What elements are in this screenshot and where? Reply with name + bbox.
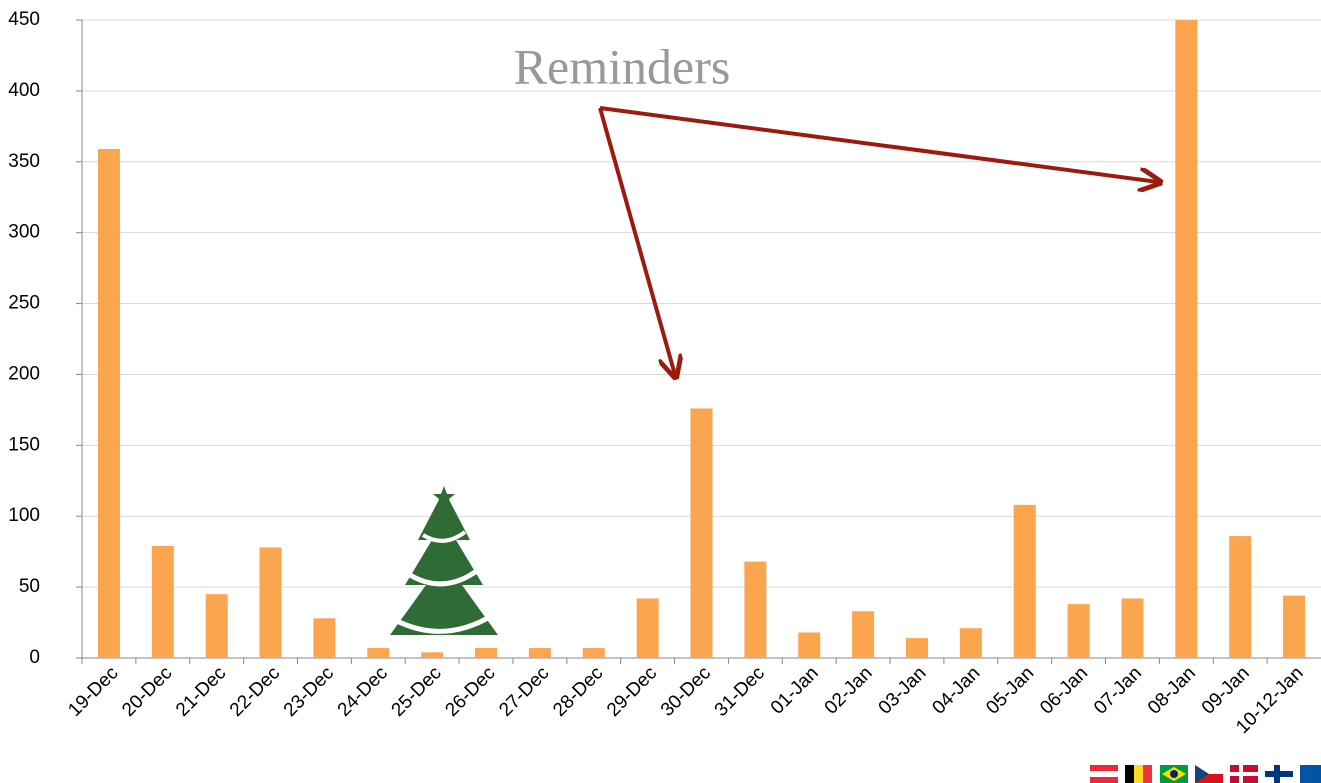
bar bbox=[582, 648, 605, 658]
x-tick-label: 07-Jan bbox=[1090, 663, 1146, 719]
x-tick-label: 05-Jan bbox=[982, 663, 1038, 719]
bar bbox=[1067, 604, 1090, 658]
bar bbox=[151, 545, 174, 658]
flags bbox=[1090, 765, 1321, 783]
bar bbox=[205, 594, 228, 658]
bar bbox=[313, 618, 336, 658]
y-tick-label: 50 bbox=[19, 576, 40, 597]
bar bbox=[1175, 20, 1198, 658]
bar bbox=[367, 648, 390, 658]
annotation: Reminders bbox=[514, 38, 731, 94]
bar bbox=[475, 648, 498, 658]
y-tick-label: 450 bbox=[8, 9, 40, 30]
bar bbox=[421, 652, 444, 658]
bar bbox=[1013, 504, 1036, 658]
x-tick-label: 27-Dec bbox=[495, 663, 553, 721]
bar bbox=[1283, 595, 1306, 658]
x-tick-label: 25-Dec bbox=[388, 663, 446, 721]
x-tick-label: 31-Dec bbox=[711, 663, 769, 721]
arrow bbox=[599, 106, 1158, 182]
x-tick-label: 21-Dec bbox=[172, 663, 230, 721]
bar bbox=[798, 632, 821, 658]
x-tick-label: 26-Dec bbox=[441, 663, 499, 721]
bar bbox=[259, 547, 282, 658]
x-tick-label: 02-Jan bbox=[821, 663, 877, 719]
x-tick-label: 30-Dec bbox=[657, 663, 715, 721]
y-tick-label: 0 bbox=[29, 647, 40, 668]
x-tick-label: 06-Jan bbox=[1036, 663, 1092, 719]
arrow bbox=[598, 107, 675, 375]
x-tick-label: 23-Dec bbox=[280, 663, 338, 721]
y-tick-label: 100 bbox=[8, 505, 40, 526]
y-tick-label: 150 bbox=[8, 434, 40, 455]
x-tick-label: 20-Dec bbox=[118, 663, 176, 721]
x-tick-label: 01-Jan bbox=[767, 663, 823, 719]
x-tick-label: 24-Dec bbox=[334, 663, 392, 721]
bar bbox=[852, 611, 875, 658]
x-tick-label: 29-Dec bbox=[603, 663, 661, 721]
y-tick-label: 300 bbox=[8, 222, 40, 243]
x-tick-label: 19-Dec bbox=[64, 663, 122, 721]
y-tick-label: 200 bbox=[8, 363, 40, 384]
bar bbox=[1229, 536, 1252, 658]
x-tick-label: 03-Jan bbox=[875, 663, 931, 719]
bar bbox=[959, 628, 982, 658]
bars bbox=[97, 20, 1306, 659]
y-tick-label: 400 bbox=[8, 80, 40, 101]
x-tick-label: 04-Jan bbox=[928, 663, 984, 719]
bar bbox=[905, 638, 928, 658]
x-tick-label: 08-Jan bbox=[1144, 663, 1200, 719]
bar bbox=[636, 598, 659, 658]
bar bbox=[690, 408, 713, 658]
x-tick-label: 28-Dec bbox=[549, 663, 607, 721]
x-tick-label: 22-Dec bbox=[226, 663, 284, 721]
y-tick-label: 250 bbox=[8, 293, 40, 314]
bar bbox=[97, 149, 120, 659]
bar bbox=[744, 561, 767, 658]
bar bbox=[528, 648, 551, 658]
y-tick-label: 350 bbox=[8, 151, 40, 172]
bar bbox=[1121, 598, 1144, 658]
tree-icon bbox=[390, 486, 498, 635]
